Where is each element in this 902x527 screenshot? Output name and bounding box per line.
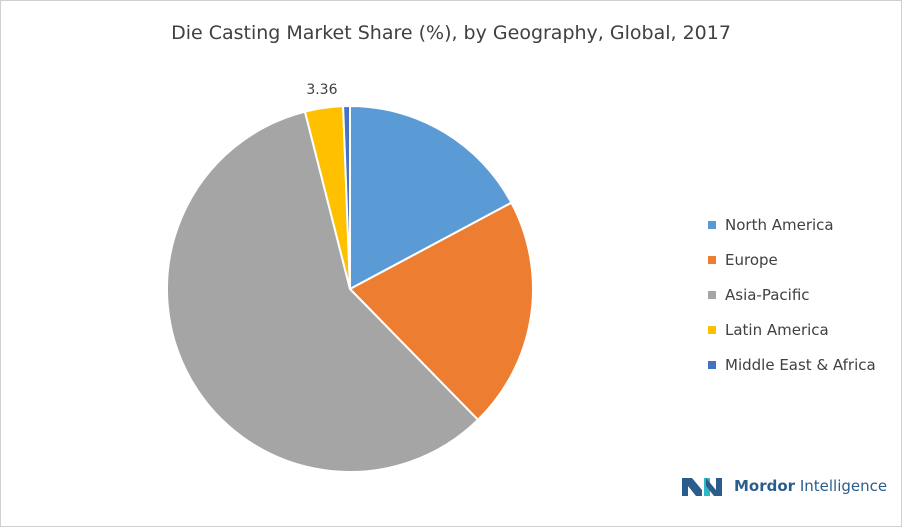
- legend-swatch: [708, 255, 716, 264]
- legend-label: Europe: [725, 250, 778, 269]
- legend-item: Latin America: [708, 312, 876, 347]
- data-label: 3.36: [306, 82, 337, 98]
- legend-label: Middle East & Africa: [725, 355, 876, 374]
- legend-swatch: [708, 220, 716, 229]
- legend-item: Middle East & Africa: [708, 347, 876, 382]
- legend-item: Europe: [708, 242, 876, 277]
- legend-label: North America: [725, 215, 834, 234]
- pie-slices: [166, 104, 534, 473]
- pie-slice-north-america: [349, 104, 513, 291]
- legend-item: Asia-Pacific: [708, 277, 876, 312]
- legend-swatch: [708, 360, 716, 369]
- legend-label: Asia-Pacific: [725, 285, 810, 304]
- pie-data-labels: 3.36: [306, 82, 337, 98]
- chart-legend: North America Europe Asia-Pacific Latin Ame…: [708, 207, 876, 382]
- mordor-logo-icon: [682, 478, 722, 496]
- legend-label: Latin America: [725, 320, 829, 339]
- pie-slice-middle-east-africa: [342, 104, 351, 290]
- legend-swatch: [708, 290, 716, 299]
- pie-slice-asia-pacific: [166, 110, 480, 473]
- legend-swatch: [708, 325, 716, 334]
- brand-logo: Mordor Intelligence: [682, 476, 887, 496]
- legend-item: North America: [708, 207, 876, 242]
- pie-slice-europe: [348, 201, 534, 422]
- brand-name: Mordor Intelligence: [734, 477, 888, 495]
- chart-title: Die Casting Market Share (%), by Geograp…: [171, 22, 731, 44]
